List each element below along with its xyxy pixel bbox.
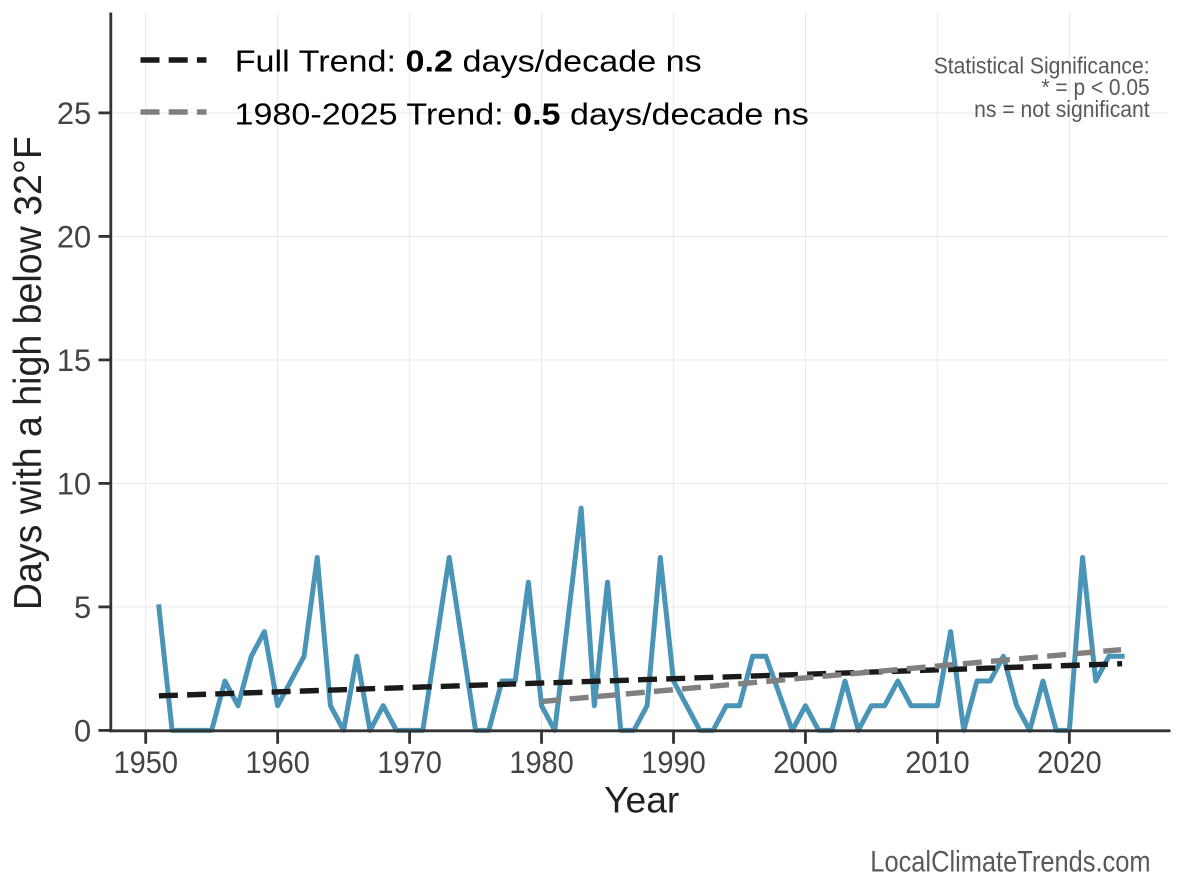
svg-text:2000: 2000 <box>773 746 837 780</box>
svg-text:Year: Year <box>604 779 679 821</box>
svg-text:10: 10 <box>57 466 91 501</box>
svg-text:* = p < 0.05: * = p < 0.05 <box>1041 74 1149 100</box>
svg-text:1970: 1970 <box>377 746 441 780</box>
svg-text:Statistical Significance:: Statistical Significance: <box>934 52 1150 78</box>
svg-text:LocalClimateTrends.com: LocalClimateTrends.com <box>870 844 1150 877</box>
svg-text:1950: 1950 <box>113 746 177 780</box>
svg-text:20: 20 <box>57 219 91 254</box>
svg-text:15: 15 <box>57 343 91 378</box>
svg-text:1980: 1980 <box>509 746 573 780</box>
svg-text:Full Trend: 0.2 days/decade ns: Full Trend: 0.2 days/decade ns <box>235 43 702 78</box>
svg-text:Days with a high below 32°F: Days with a high below 32°F <box>7 136 50 610</box>
svg-text:25: 25 <box>57 96 91 131</box>
svg-text:1990: 1990 <box>641 746 705 780</box>
svg-text:2010: 2010 <box>905 746 969 780</box>
svg-text:1980-2025 Trend: 0.5 days/deca: 1980-2025 Trend: 0.5 days/decade ns <box>235 97 809 131</box>
svg-text:0: 0 <box>74 713 91 748</box>
svg-text:ns = not significant: ns = not significant <box>974 96 1150 122</box>
svg-text:1960: 1960 <box>245 746 309 780</box>
svg-text:2020: 2020 <box>1037 746 1101 780</box>
svg-text:5: 5 <box>74 590 91 625</box>
